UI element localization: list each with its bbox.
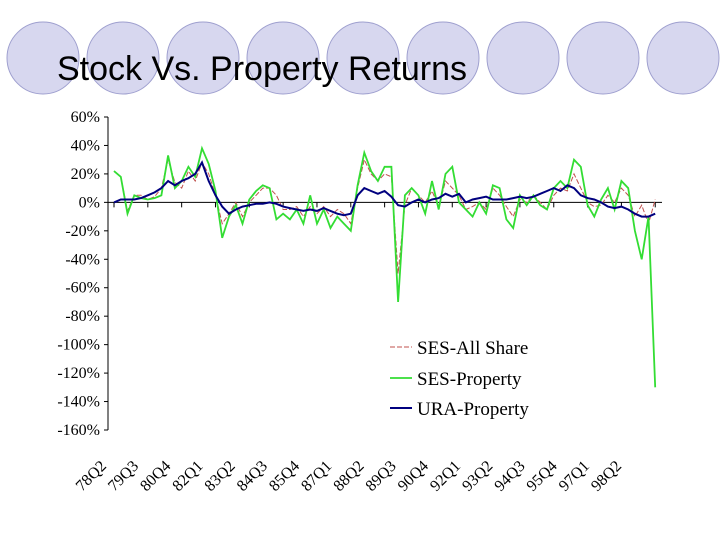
- x-tick-label: 82Q1: [169, 458, 206, 495]
- x-tick-label: 93Q2: [459, 458, 496, 495]
- y-tick-label: -160%: [57, 422, 100, 439]
- decorative-circle: [166, 21, 240, 95]
- x-tick-label: 89Q3: [363, 458, 400, 495]
- decorative-circle: [6, 21, 80, 95]
- x-tick-label: 97Q1: [556, 458, 593, 495]
- x-tick-label: 90Q4: [395, 458, 432, 495]
- series-line-ura-property: [113, 160, 656, 218]
- legend-label: SES-Property: [417, 369, 522, 390]
- decorative-circle: [326, 21, 400, 95]
- decorative-circle: [486, 21, 560, 95]
- decorative-circle: [86, 21, 160, 95]
- decorative-circles: [6, 21, 720, 95]
- x-tick-label: 78Q2: [73, 458, 110, 495]
- y-tick-label: -40%: [65, 251, 100, 268]
- decorative-circle: [646, 21, 720, 95]
- y-tick-label: -60%: [65, 280, 100, 297]
- series-line-ses-property: [113, 145, 657, 388]
- x-tick-label: 94Q3: [491, 458, 528, 495]
- x-tick-label: 88Q2: [330, 458, 367, 495]
- y-tick-label: 20%: [71, 166, 100, 183]
- x-tick-label: 92Q1: [427, 458, 464, 495]
- y-tick-label: -140%: [57, 394, 100, 411]
- decorative-circle: [246, 21, 320, 95]
- y-tick-label: -120%: [57, 365, 100, 382]
- decorative-circle: [566, 21, 640, 95]
- decorative-circle: [406, 21, 480, 95]
- legend-label: SES-All Share: [417, 338, 528, 359]
- legend-label: URA-Property: [417, 399, 529, 420]
- y-tick-label: -80%: [65, 308, 100, 325]
- x-tick-label: 80Q4: [137, 458, 174, 495]
- y-tick-label: -100%: [57, 337, 100, 354]
- y-tick-label: 60%: [71, 109, 100, 126]
- y-tick-label: -20%: [65, 223, 100, 240]
- x-tick-label: 87Q1: [298, 458, 335, 495]
- y-tick-label: 0%: [79, 194, 100, 211]
- x-tick-label: 84Q3: [234, 458, 271, 495]
- series-line-ses-all-share: [113, 157, 656, 274]
- y-tick-label: 40%: [71, 137, 100, 154]
- x-tick-label: 79Q3: [105, 458, 142, 495]
- x-tick-label: 95Q4: [524, 458, 561, 495]
- x-tick-label: 85Q4: [266, 458, 303, 495]
- x-tick-label: 83Q2: [202, 458, 239, 495]
- slide-title: Stock Vs. Property Returns: [57, 50, 468, 88]
- x-tick-label: 98Q2: [588, 458, 625, 495]
